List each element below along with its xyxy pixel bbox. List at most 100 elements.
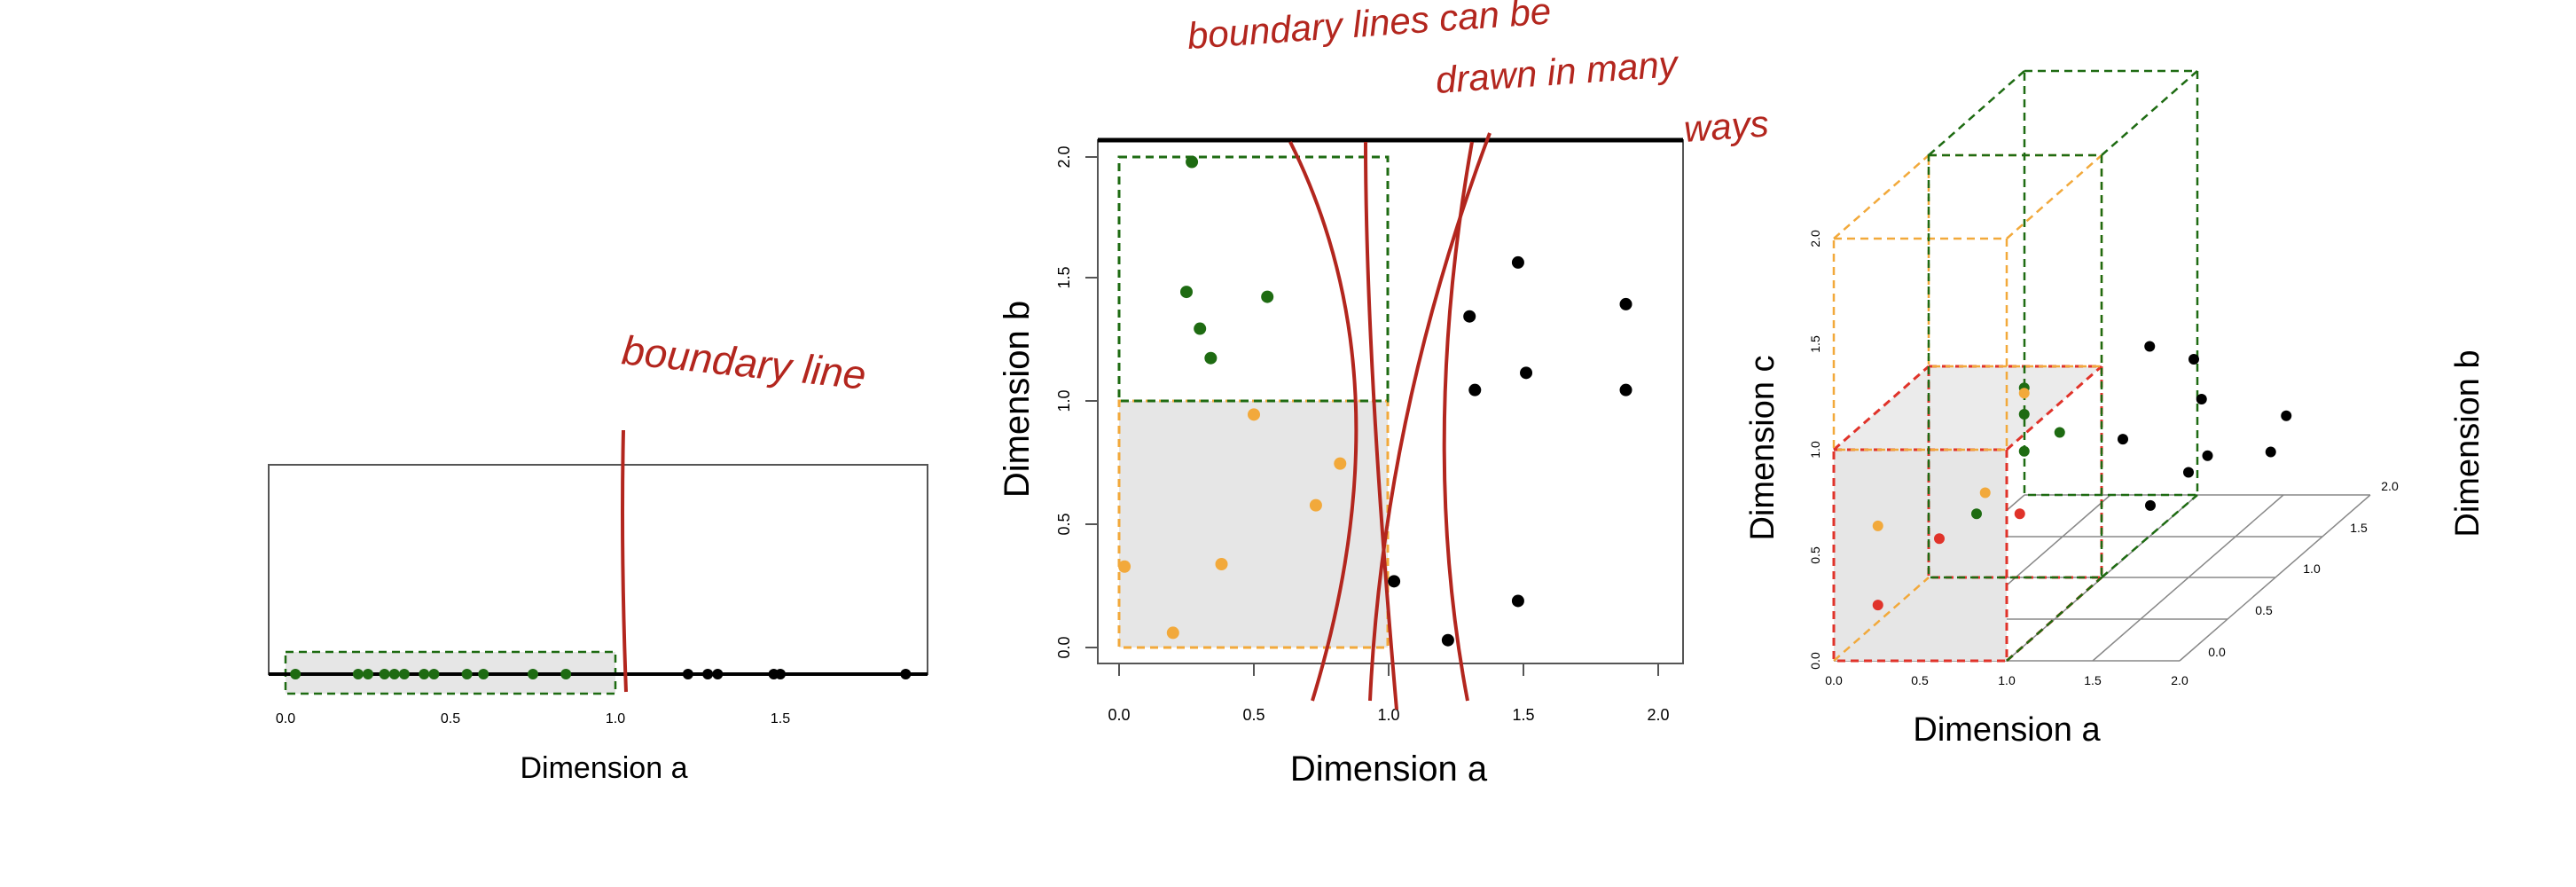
panel-1d-frame	[268, 464, 928, 675]
panel-2d-orange-point	[1118, 560, 1131, 573]
panel-3d-shaded-face	[1834, 450, 2007, 661]
panel-2d-xtick-4: 2.0	[1647, 706, 1669, 724]
panel-2d-xtick-3: 1.5	[1512, 706, 1534, 724]
panel-1d-tick-1: 0.5	[441, 711, 460, 726]
many-ways-note-line-3: ways	[1682, 102, 1770, 150]
panel-3d-orange-box	[1832, 153, 2103, 662]
panel-1d-tick-3: 1.5	[771, 711, 790, 726]
boundary-curve-4	[1442, 141, 1474, 702]
panel-1d-black-point	[712, 669, 724, 679]
panel-3d-shaded-top	[1834, 366, 2102, 450]
panel-3d-xtick-0: 0.0	[1825, 673, 1843, 687]
panel-1d-points	[290, 669, 912, 679]
panel-2d-ytick-1: 0.5	[1055, 513, 1073, 535]
panel-1d-green-point	[388, 669, 400, 679]
panel-2d-green-point	[1204, 351, 1218, 365]
panel-3d-ztick-3: 1.5	[1808, 335, 1822, 353]
panel-3d-ytick-1: 0.5	[2255, 603, 2273, 617]
panel-2d-black-point	[1511, 594, 1524, 608]
panel-2d-green-region	[1117, 155, 1390, 403]
panel-1d-green-point	[363, 669, 373, 679]
panel-1d-xlabel: Dimension a	[521, 751, 688, 785]
panel-3d-xtick-4: 2.0	[2171, 673, 2188, 687]
panel-3d-xtick-3: 1.5	[2084, 673, 2102, 687]
panel-3d-black-point	[2144, 341, 2156, 352]
panel-2d-green-point	[1194, 322, 1207, 335]
panel-2d-black-point	[1468, 383, 1482, 396]
panel-1d: 0.0 0.5 1.0 1.5 Dimension a	[268, 464, 928, 785]
panel-2d-orange-point	[1215, 557, 1228, 570]
panel-1d-green-point	[379, 669, 390, 679]
panel-3d-ytick-3: 1.5	[2350, 521, 2368, 535]
panel-2d-xtick-0: 0.0	[1108, 706, 1130, 724]
panel-3d-green-point	[2018, 445, 2030, 457]
panel-1d-green-point	[560, 669, 572, 679]
panel-2d-orange-point	[1166, 626, 1179, 640]
panel-3d-green-point	[1971, 508, 1982, 520]
panel-3d-ytick-4: 2.0	[2381, 479, 2399, 493]
panel-3d-orange-point	[1979, 487, 1991, 498]
panel-3d-orange-point	[2018, 388, 2030, 399]
panel-3d-points	[1872, 341, 2292, 611]
panel-3d-black-point	[2183, 467, 2194, 478]
panel-2d-orange-point	[1334, 457, 1347, 470]
panel-2d-green-point	[1261, 290, 1274, 303]
boundary-line-note: boundary line	[620, 326, 868, 398]
panel-2d-black-point	[1520, 366, 1533, 380]
panel-3d-black-point	[2118, 434, 2128, 445]
panel-1d-green-point	[478, 669, 489, 679]
panel-3d-black-point	[2196, 394, 2207, 405]
panel-1d-black-point	[682, 669, 693, 679]
boundary-curve-1	[1364, 141, 1398, 710]
panel-3d-ytick-2: 1.0	[2303, 561, 2321, 576]
panel-2d-black-point	[1463, 310, 1476, 323]
panel-1d-green-point	[428, 669, 440, 679]
panel-2d-xtick-1: 0.5	[1242, 706, 1265, 724]
panel-2d-black-point	[1441, 633, 1454, 647]
panel-3d-red-point	[2014, 508, 2025, 520]
panel-3d-ztick-4: 2.0	[1808, 230, 1822, 247]
panel-3d-xtick-1: 0.5	[1911, 673, 1929, 687]
panel-1d-black-point	[775, 669, 786, 679]
panel-1d-green-point	[461, 669, 473, 679]
panel-3d-black-point	[2265, 446, 2276, 458]
panel-2d-orange-point	[1309, 498, 1322, 512]
panel-2d-ytick-4: 2.0	[1055, 145, 1073, 168]
panel-3d-ytick-0: 0.0	[2208, 645, 2226, 659]
panel-2d-ylabel: Dimension b	[998, 301, 1037, 498]
panel-3d-ztick-2: 1.0	[1808, 441, 1822, 459]
panel-2d-black-point	[1619, 297, 1633, 310]
many-ways-note-line-1: boundary lines can be	[1186, 0, 1552, 57]
panel-3d: 0.0 0.5 1.0 1.5 2.0 0.0 0.5 1.0 1.5 2.0 …	[1744, 69, 2486, 749]
panel-3d-zlabel: Dimension c	[1744, 355, 1781, 540]
panel-1d-green-point	[528, 669, 538, 679]
panel-3d-black-point	[2202, 450, 2213, 461]
panel-3d-ztick-1: 0.5	[1808, 546, 1822, 564]
boundary-curve-2	[1288, 141, 1358, 702]
panel-1d-black-point	[702, 669, 714, 679]
panel-2d-ytick-2: 1.0	[1055, 389, 1073, 412]
many-ways-note-line-2: drawn in many	[1434, 43, 1681, 101]
panel-2d-black-point	[1619, 383, 1633, 396]
panel-1d-green-point	[290, 669, 301, 679]
panel-3d-orange-point	[1872, 520, 1883, 531]
panel-2d-points	[1118, 155, 1633, 647]
panel-2d-xlabel: Dimension a	[1290, 750, 1488, 789]
panel-1d-tick-0: 0.0	[276, 711, 295, 726]
panel-2d-black-point	[1511, 255, 1524, 269]
panel-3d-ztick-0: 0.0	[1808, 652, 1822, 670]
panel-3d-green-box	[1927, 69, 2199, 662]
panel-3d-green-point	[2054, 427, 2065, 438]
panel-3d-red-point	[1872, 600, 1883, 611]
panel-1d-green-point	[352, 669, 364, 679]
panel-2d: 0.0 0.5 1.0 1.5 2.0 0.0 0.5 1.0 1.5 2.0 …	[998, 137, 1684, 789]
panel-1d-black-point	[900, 669, 912, 679]
panel-3d-red-point	[1934, 533, 1945, 545]
panel-2d-ytick-0: 0.0	[1055, 636, 1073, 658]
panel-2d-xtick-2: 1.0	[1377, 706, 1399, 724]
panel-3d-xlabel: Dimension a	[1913, 711, 2101, 749]
panel-3d-green-point	[2018, 409, 2030, 420]
panel-3d-ylabel: Dimension b	[2449, 349, 2486, 537]
panel-1d-green-point	[398, 669, 410, 679]
